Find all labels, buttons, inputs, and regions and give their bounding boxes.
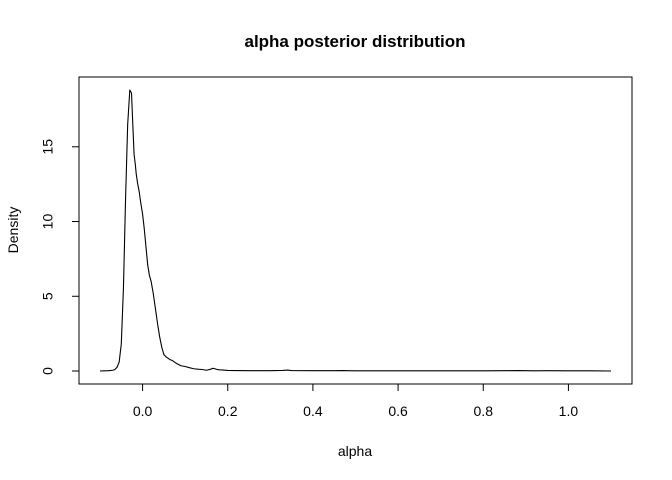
y-axis-label: Density — [5, 207, 21, 254]
x-tick-label: 1.0 — [559, 403, 579, 419]
x-tick-label: 0.8 — [474, 403, 494, 419]
density-line — [99, 89, 612, 372]
y-tick-label: 10 — [40, 214, 56, 230]
x-tick-label: 0.4 — [303, 403, 323, 419]
chart-title: alpha posterior distribution — [244, 32, 465, 51]
y-axis: 0 5 10 15 — [40, 139, 80, 375]
y-tick-label: 5 — [40, 292, 56, 300]
plot-frame — [78, 76, 633, 385]
y-tick-label: 15 — [40, 139, 56, 155]
x-axis-label: alpha — [338, 443, 372, 459]
x-tick-label: 0.6 — [388, 403, 408, 419]
x-axis: 0.0 0.2 0.4 0.6 0.8 1.0 — [133, 383, 579, 419]
x-tick-label: 0.0 — [133, 403, 153, 419]
y-tick-label: 0 — [40, 367, 56, 375]
x-tick-label: 0.2 — [218, 403, 238, 419]
